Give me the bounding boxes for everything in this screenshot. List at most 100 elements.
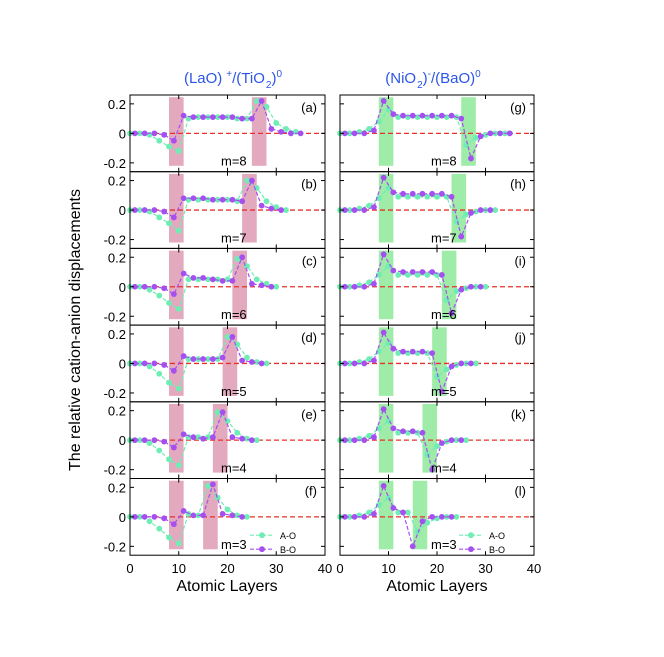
data-point-A-O (263, 103, 270, 110)
data-point-A-O (146, 286, 153, 293)
data-point-A-O (156, 447, 163, 454)
data-point-B-O (361, 360, 368, 367)
panel-label: (l) (514, 484, 526, 499)
data-point-A-O (136, 360, 143, 367)
panel-m-label: m=8 (221, 154, 247, 169)
interface-band (451, 173, 467, 243)
data-point-B-O (151, 513, 158, 520)
data-point-B-O (351, 207, 358, 213)
x-tick-label: 20 (220, 561, 234, 576)
data-point-B-O (131, 283, 138, 290)
data-point-B-O (209, 276, 216, 283)
data-point-B-O (190, 275, 197, 281)
y-tick-label: 0.2 (108, 97, 126, 112)
data-point-B-O (409, 269, 416, 275)
data-point-A-O (234, 115, 241, 122)
data-point-B-O (200, 356, 207, 362)
data-point-A-O (156, 370, 163, 377)
data-point-B-O (151, 437, 158, 444)
data-point-B-O (141, 207, 148, 213)
data-point-B-O (448, 437, 455, 444)
data-point-B-O (180, 353, 187, 359)
legend-marker (468, 532, 474, 539)
data-point-B-O (248, 177, 255, 184)
data-point-A-O (385, 185, 392, 191)
data-point-B-O (438, 440, 445, 446)
data-point-A-O (273, 283, 280, 290)
data-point-B-O (151, 207, 158, 213)
data-point-A-O (434, 193, 440, 200)
panel-label: (g) (510, 100, 526, 115)
data-point-A-O (273, 120, 280, 126)
data-point-B-O (429, 513, 436, 520)
data-point-A-O (156, 137, 163, 144)
data-point-B-O (161, 208, 168, 215)
data-point-B-O (239, 357, 246, 364)
data-point-B-O (219, 277, 226, 284)
data-point-A-O (453, 288, 460, 295)
data-point-B-O (400, 428, 406, 435)
data-point-B-O (341, 513, 348, 520)
data-point-B-O (131, 437, 138, 444)
legend-marker (468, 546, 474, 553)
data-point-A-O (214, 276, 221, 283)
data-point-B-O (268, 126, 275, 132)
data-point-B-O (239, 435, 246, 442)
data-point-B-O (239, 198, 246, 205)
data-point-A-O (166, 534, 172, 541)
data-point-A-O (214, 356, 221, 362)
data-point-B-O (380, 251, 387, 258)
data-point-A-O (283, 207, 289, 213)
data-point-B-O (361, 130, 368, 137)
data-point-B-O (219, 114, 226, 121)
data-point-B-O (438, 272, 445, 278)
data-point-A-O (205, 482, 211, 489)
data-point-B-O (400, 112, 406, 119)
data-point-B-O (341, 130, 348, 137)
data-point-A-O (414, 193, 421, 200)
data-point-B-O (400, 509, 406, 516)
interface-band (169, 327, 184, 396)
data-point-A-O (366, 202, 372, 209)
y-tick-label: 0 (119, 203, 126, 218)
interface-band (222, 327, 238, 396)
panel-m-label: m=7 (431, 230, 457, 245)
data-point-B-O (468, 210, 474, 216)
data-point-A-O (385, 106, 392, 113)
panel-j: (j) m=5 (337, 324, 535, 403)
data-point-A-O (146, 363, 153, 370)
data-point-A-O (395, 350, 402, 357)
interface-band (203, 480, 218, 550)
legend-label: A-O (489, 531, 505, 541)
data-point-B-O (151, 130, 158, 137)
data-point-B-O (448, 112, 455, 119)
data-point-B-O (390, 505, 397, 511)
data-point-B-O (258, 282, 265, 289)
data-point-A-O (346, 283, 353, 290)
data-point-B-O (297, 130, 304, 137)
data-point-A-O (146, 440, 153, 446)
data-point-B-O (380, 174, 387, 181)
data-point-B-O (438, 190, 445, 197)
data-point-B-O (131, 513, 138, 520)
data-point-A-O (434, 443, 440, 449)
data-point-A-O (136, 437, 143, 444)
data-point-B-O (438, 388, 445, 395)
data-point-B-O (351, 513, 358, 520)
data-point-B-O (361, 513, 368, 520)
data-point-A-O (136, 130, 143, 137)
data-point-A-O (434, 373, 440, 380)
data-point-A-O (366, 279, 372, 286)
panel-e: 0.2 0 -0.2 (e) m=4 (104, 401, 326, 479)
data-point-B-O (458, 286, 465, 293)
y-tick-label: 0.2 (108, 327, 126, 342)
data-point-A-O (346, 437, 353, 444)
data-point-B-O (161, 131, 168, 138)
data-point-A-O (375, 118, 382, 125)
panel-label: (j) (514, 330, 526, 345)
x-tick-label: 20 (430, 561, 444, 576)
data-point-B-O (229, 114, 236, 121)
x-axis-label-right: Atomic Layers (386, 578, 487, 595)
panel-m-label: m=7 (221, 230, 247, 245)
legend-label: B-O (280, 545, 296, 555)
